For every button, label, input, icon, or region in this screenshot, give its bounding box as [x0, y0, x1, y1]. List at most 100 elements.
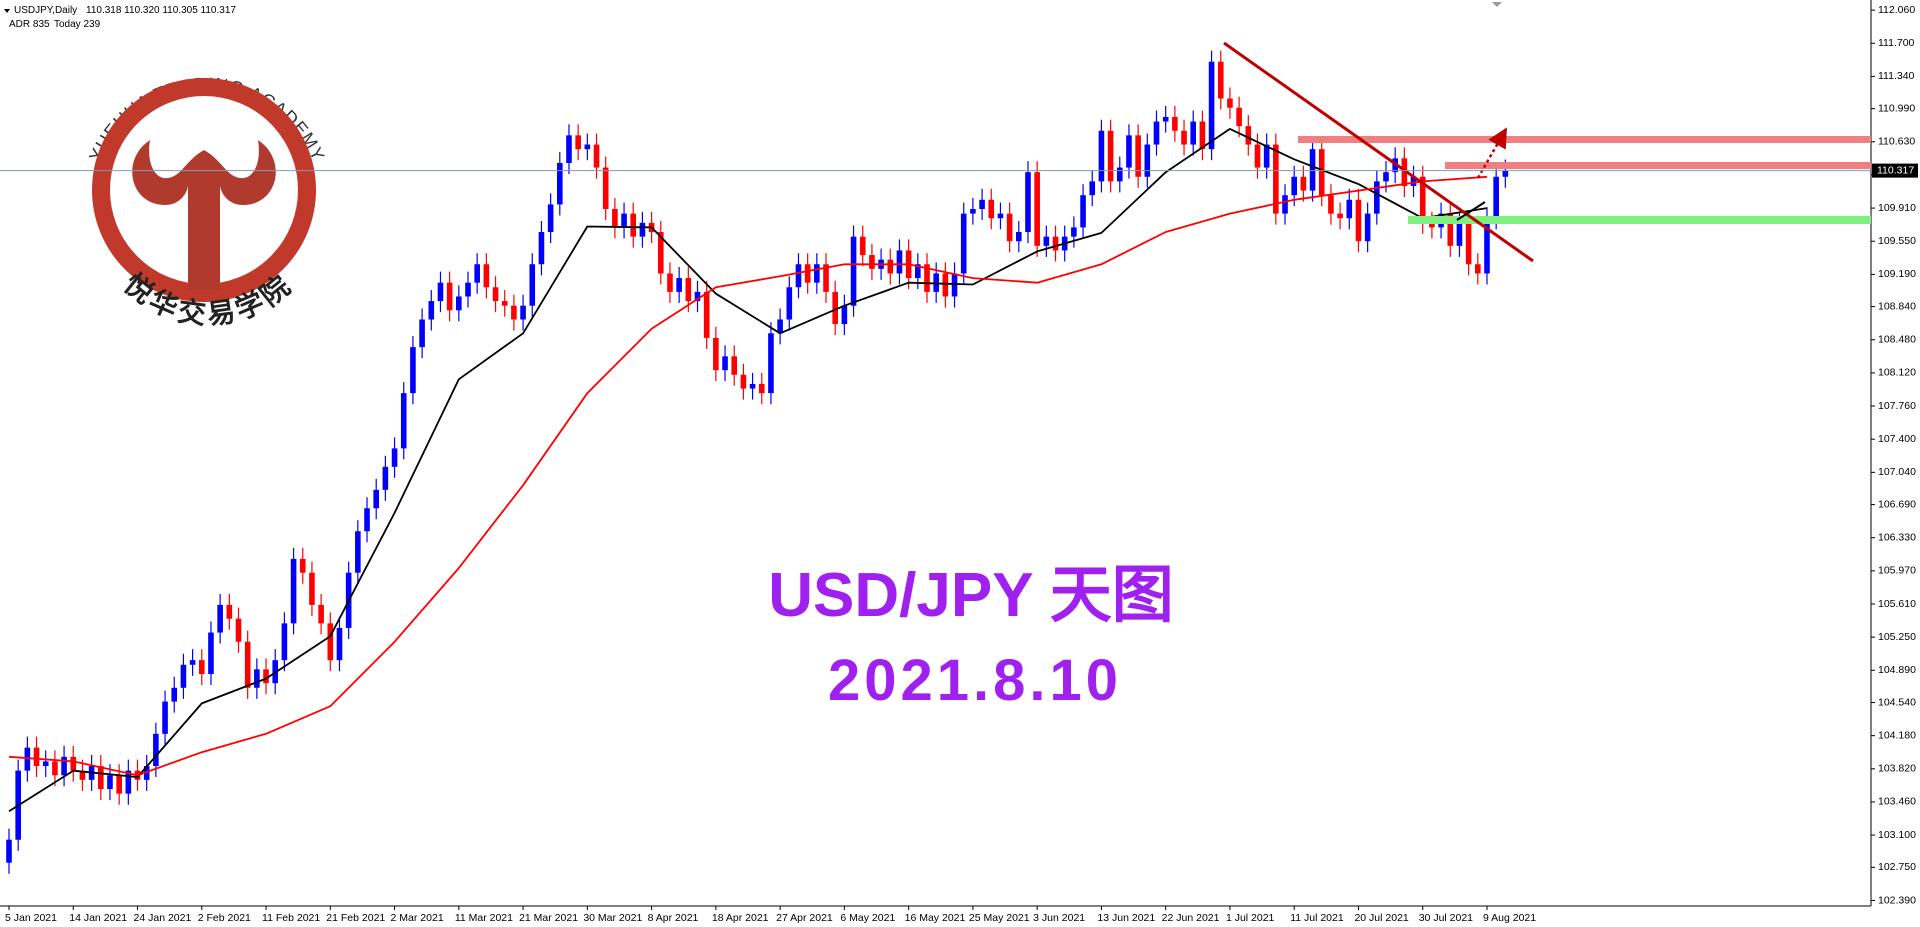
header-symbol: USDJPY,Daily: [14, 5, 77, 16]
candle-body: [924, 264, 930, 292]
y-tick-label: 110.630: [1878, 136, 1915, 148]
candle-body: [722, 356, 728, 371]
candle-body: [400, 393, 407, 449]
candle-body: [1208, 61, 1215, 150]
y-tick-label: 108.480: [1878, 334, 1916, 346]
moving-average-line: [8, 175, 1488, 777]
candle-body: [602, 167, 609, 210]
candle-body: [162, 701, 168, 734]
candle-body: [1502, 170, 1509, 177]
resistance-zone-upper: [1298, 136, 1871, 143]
candle-body: [153, 733, 159, 767]
breakout-line: [1456, 201, 1486, 221]
candle-body: [419, 319, 425, 348]
candle-body: [676, 278, 682, 292]
candle-body: [1383, 172, 1389, 182]
candle-body: [970, 209, 976, 214]
y-tick-label: 102.750: [1878, 861, 1916, 873]
candle-body: [373, 489, 379, 509]
x-tick-label: 16 May 2021: [905, 912, 966, 924]
candle-body: [749, 383, 756, 389]
candle-body: [1374, 181, 1380, 214]
x-tick-label: 13 Jun 2021: [1097, 912, 1155, 924]
y-tick-label: 104.540: [1878, 696, 1916, 708]
candle-body: [1034, 172, 1040, 246]
candle-body: [483, 264, 490, 288]
candle-body: [1098, 130, 1105, 182]
y-tick-label: 105.250: [1878, 631, 1916, 643]
candle-body: [1493, 176, 1499, 219]
candle-body: [1245, 126, 1252, 145]
y-tick-label: 109.550: [1878, 235, 1916, 247]
candle-body: [859, 236, 866, 256]
y-tick-label: 102.390: [1878, 894, 1916, 906]
candle-body: [410, 347, 416, 394]
candle-body: [1401, 158, 1408, 186]
candle-body: [24, 747, 31, 771]
candle-body: [951, 273, 958, 297]
candle-body: [318, 604, 324, 624]
candle-body: [703, 291, 710, 338]
candle-body: [1429, 222, 1435, 228]
candle-body: [630, 213, 637, 237]
candle-body: [437, 282, 444, 302]
candle-body: [244, 641, 251, 688]
y-tick-label: 111.700: [1878, 37, 1915, 49]
candle-body: [1006, 213, 1013, 242]
x-tick-label: 30 Mar 2021: [583, 912, 642, 924]
x-tick-label: 30 Jul 2021: [1419, 912, 1473, 924]
logo-ring: [92, 78, 316, 302]
candle-body: [61, 756, 67, 776]
candle-body: [281, 623, 288, 661]
candle-body: [538, 232, 545, 265]
candle-body: [33, 747, 40, 767]
candle-body: [474, 264, 480, 283]
candle-body: [896, 250, 903, 274]
candle-body: [960, 213, 967, 274]
candle-body: [529, 264, 536, 306]
candle-body: [1282, 195, 1288, 214]
candle-body: [1071, 227, 1077, 237]
candle-body: [758, 383, 765, 394]
y-tick-label: 107.400: [1878, 433, 1916, 445]
candle-body: [667, 273, 673, 292]
candle-body: [593, 144, 600, 168]
candle-body: [1447, 213, 1454, 246]
candle-body: [694, 291, 701, 302]
candle-body: [786, 287, 793, 320]
y-tick-label: 107.760: [1878, 400, 1916, 412]
candle-body: [795, 264, 802, 288]
y-tick-label: 103.820: [1878, 763, 1916, 775]
candle-body: [1181, 130, 1187, 145]
x-tick-label: 11 Mar 2021: [455, 912, 513, 924]
candle-body: [823, 264, 829, 292]
candle-body: [189, 660, 196, 665]
candle-body: [382, 466, 389, 490]
y-tick-label: 106.330: [1878, 531, 1916, 543]
candle-body: [777, 319, 783, 334]
logo-emblem: [132, 140, 276, 290]
candle-body: [70, 756, 77, 771]
candle-body: [869, 255, 875, 269]
candle-body: [988, 199, 995, 219]
y-tick-label: 105.610: [1878, 598, 1916, 610]
candle-body: [226, 604, 233, 619]
candle-body: [1016, 232, 1022, 242]
candle-body: [832, 291, 838, 325]
x-tick-label: 6 May 2021: [840, 912, 895, 924]
x-tick-label: 14 Jan 2021: [69, 912, 127, 924]
x-tick-label: 21 Mar 2021: [519, 912, 578, 924]
candle-body: [501, 301, 508, 306]
shift-marker: [1492, 2, 1502, 7]
x-tick-label: 3 Jun 2021: [1033, 912, 1085, 924]
candle-body: [254, 669, 260, 688]
chart-subtitle: 2021.8.10: [828, 648, 1122, 713]
y-tick-label: 110.990: [1878, 102, 1915, 114]
x-tick-label: 24 Jan 2021: [134, 912, 192, 924]
candle-body: [942, 273, 949, 297]
candle-body: [1328, 195, 1334, 214]
candle-body: [1273, 144, 1279, 214]
y-tick-label: 109.190: [1878, 268, 1916, 280]
support-zone: [1408, 216, 1871, 224]
